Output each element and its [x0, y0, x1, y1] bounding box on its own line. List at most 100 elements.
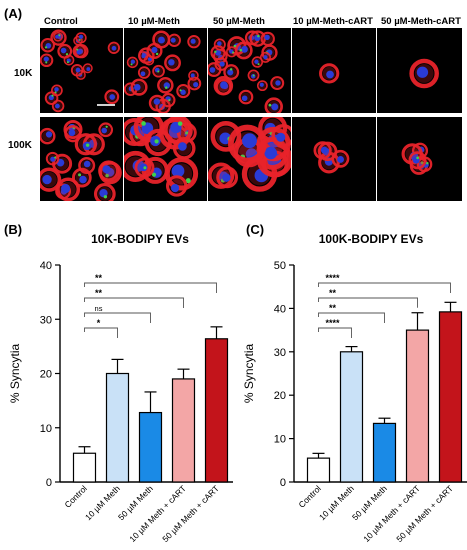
chart-c: % Syncytia 0 10 20 30 40 50 Control 10 µM Meth 50…: [234, 250, 467, 550]
significance-label: **: [95, 273, 103, 283]
significance-bracket: ****: [318, 318, 352, 338]
micrograph-image: [319, 63, 340, 84]
significance-bracket: ****: [318, 273, 451, 293]
chart-b-title: 10K-BODIPY EVs: [91, 232, 189, 246]
bar: [105, 372, 130, 483]
cell: [70, 63, 84, 77]
y-tick-label: 0: [46, 477, 52, 489]
micrograph-image: [124, 30, 202, 113]
significance-label: **: [95, 288, 103, 298]
cell: [176, 84, 191, 99]
x-tick-label: 10 µM Meth + cART: [127, 483, 188, 544]
y-tick-label: 30: [274, 347, 286, 359]
y-tick-label: 20: [40, 369, 52, 381]
x-tick-label: Control: [296, 483, 323, 510]
cell: [98, 122, 114, 138]
bar: [306, 457, 331, 483]
significance-bracket: *: [84, 318, 118, 338]
panel-c-letter: (C): [246, 222, 265, 237]
cell: [53, 31, 63, 42]
significance-bracket: **: [318, 303, 385, 323]
x-tick-label: 50 µM Meth + cART: [394, 483, 455, 544]
cell: [238, 89, 254, 105]
cell: [157, 77, 174, 94]
bar: [138, 411, 163, 483]
significance-bracket: **: [84, 288, 184, 308]
cell: [126, 56, 139, 69]
panel-b-letter: (B): [4, 222, 23, 237]
cell: [213, 75, 234, 96]
cell: [152, 64, 165, 78]
micrograph-10k-4: [377, 28, 462, 113]
cell: [40, 53, 54, 68]
micrograph-100k-3: [292, 117, 376, 201]
micrograph-image: [313, 141, 350, 174]
x-tick-label: 10 µM Meth + cART: [361, 483, 422, 544]
cell: [130, 78, 148, 96]
micrograph-100k-1: [124, 117, 207, 201]
significance-bracket: **: [84, 273, 217, 293]
y-tick-label: 30: [40, 314, 52, 326]
condition-label-10um-meth: 10 µM-Meth: [128, 16, 180, 27]
micrograph-image: [208, 117, 291, 192]
micrograph-100k-0: [40, 117, 123, 201]
chart-c-title: 100K-BODIPY EVs: [318, 232, 424, 246]
micrograph-100k-2: [208, 117, 291, 201]
cell: [51, 99, 65, 113]
x-tick-label: 50 µM Meth + cART: [160, 483, 221, 544]
y-tick-label: 0: [280, 477, 286, 489]
row-label-100k: 100K: [8, 140, 32, 151]
significance-label: *: [97, 318, 101, 328]
condition-label-50um-meth-cart: 50 µM-Meth-cART: [381, 16, 461, 27]
cell: [40, 127, 56, 145]
cell: [270, 76, 285, 91]
cell: [40, 167, 62, 192]
y-axis-label: % Syncytia: [8, 343, 22, 403]
micrograph-image: [409, 58, 439, 89]
chart-b: % Syncytia 0 10 20 30 40 Control 10 µM Meth 50 µ…: [0, 250, 233, 550]
y-tick-label: 50: [274, 260, 286, 272]
cell: [75, 32, 87, 44]
y-tick-label: 20: [274, 390, 286, 402]
cell: [264, 97, 283, 113]
cell: [260, 31, 275, 47]
cell: [172, 136, 196, 160]
cell: [188, 70, 199, 81]
cell: [63, 54, 75, 66]
significance-bracket: ns: [84, 304, 151, 323]
bar: [204, 338, 229, 483]
cell: [40, 38, 55, 53]
micrograph-image: [40, 120, 122, 201]
cell: [51, 84, 63, 97]
significance-bracket: **: [318, 288, 418, 308]
scale-bar: [97, 104, 115, 106]
cell: [146, 42, 163, 59]
micrograph-image: [40, 29, 121, 113]
cell: [72, 44, 87, 59]
cell: [93, 183, 116, 201]
micrograph-image: [124, 117, 199, 197]
micrograph-10k-3: [292, 28, 376, 113]
cell: [319, 63, 340, 84]
panel-a-letter: (A): [4, 6, 23, 21]
cell: [214, 57, 229, 71]
x-tick-label: Control: [62, 483, 89, 510]
cell: [64, 125, 82, 143]
cell: [226, 46, 238, 58]
cell: [187, 76, 202, 91]
cell: [259, 51, 271, 63]
micrograph-100k-4: [377, 117, 462, 201]
significance-label: ****: [325, 318, 340, 328]
significance-label: **: [329, 288, 337, 298]
cell: [107, 41, 121, 54]
cell: [234, 41, 253, 60]
condition-label-control: Control: [44, 16, 78, 27]
cell: [165, 175, 188, 197]
cell: [138, 51, 149, 62]
bar: [405, 329, 430, 483]
cell: [74, 133, 98, 156]
cell: [71, 167, 92, 188]
micrograph-10k-0: [40, 28, 123, 113]
